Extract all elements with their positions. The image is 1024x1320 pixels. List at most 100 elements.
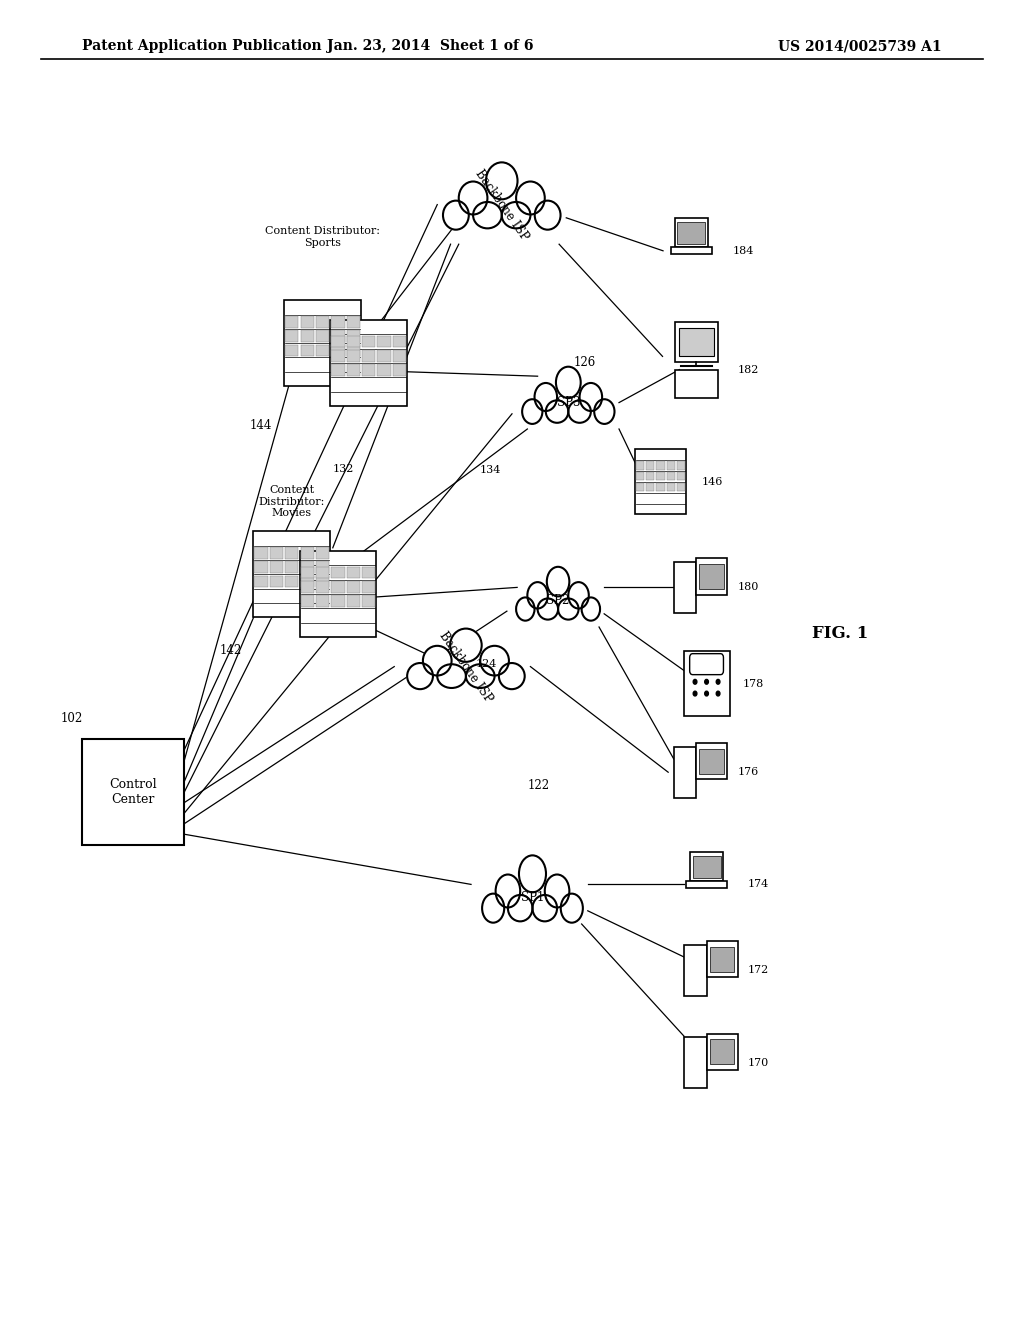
- Ellipse shape: [568, 582, 589, 609]
- Text: SP3: SP3: [557, 396, 580, 409]
- Text: 102: 102: [60, 711, 83, 725]
- Bar: [646, 473, 654, 480]
- Circle shape: [693, 692, 697, 696]
- Text: US 2014/0025739 A1: US 2014/0025739 A1: [778, 40, 942, 53]
- Circle shape: [705, 692, 709, 696]
- Bar: [346, 566, 360, 578]
- Bar: [377, 335, 391, 347]
- Ellipse shape: [547, 566, 569, 597]
- Text: 124: 124: [475, 659, 497, 669]
- Bar: [667, 483, 675, 491]
- Bar: [285, 301, 361, 385]
- Text: 146: 146: [701, 477, 723, 487]
- Text: Jan. 23, 2014  Sheet 1 of 6: Jan. 23, 2014 Sheet 1 of 6: [327, 40, 534, 53]
- Bar: [254, 546, 267, 558]
- Bar: [301, 345, 313, 356]
- Bar: [301, 315, 313, 327]
- Ellipse shape: [466, 664, 495, 688]
- Text: 172: 172: [748, 965, 769, 975]
- Bar: [675, 218, 708, 247]
- Bar: [362, 595, 375, 607]
- Circle shape: [716, 668, 720, 672]
- Text: 144: 144: [250, 420, 272, 432]
- Bar: [707, 941, 737, 977]
- Bar: [346, 581, 360, 593]
- Ellipse shape: [556, 367, 581, 399]
- Bar: [362, 581, 375, 593]
- Bar: [301, 595, 313, 607]
- Bar: [699, 564, 724, 589]
- Bar: [315, 315, 330, 327]
- Bar: [684, 1038, 707, 1088]
- Bar: [332, 315, 344, 327]
- Text: 134: 134: [479, 465, 501, 475]
- Bar: [315, 561, 329, 573]
- Bar: [684, 945, 707, 995]
- Ellipse shape: [423, 645, 452, 676]
- Text: Content
Distributor:
Movies: Content Distributor: Movies: [259, 484, 325, 519]
- Bar: [285, 315, 299, 327]
- Text: Backbone ISP: Backbone ISP: [436, 628, 496, 705]
- Ellipse shape: [594, 399, 614, 424]
- Bar: [285, 330, 299, 342]
- Text: 132: 132: [333, 463, 353, 474]
- Bar: [315, 595, 330, 607]
- Bar: [332, 566, 344, 578]
- Ellipse shape: [527, 582, 548, 609]
- Text: 178: 178: [742, 678, 764, 689]
- Bar: [254, 561, 267, 573]
- Bar: [671, 247, 712, 255]
- Bar: [675, 370, 718, 397]
- Bar: [315, 576, 329, 587]
- Bar: [646, 483, 654, 491]
- Ellipse shape: [519, 855, 546, 892]
- Bar: [674, 747, 696, 797]
- Ellipse shape: [508, 895, 532, 921]
- Bar: [675, 322, 718, 362]
- Ellipse shape: [451, 628, 481, 661]
- Ellipse shape: [499, 663, 524, 689]
- Ellipse shape: [535, 201, 560, 230]
- Bar: [332, 350, 344, 362]
- Ellipse shape: [516, 181, 545, 214]
- Bar: [285, 345, 299, 356]
- Bar: [315, 345, 330, 356]
- Bar: [332, 581, 344, 593]
- Bar: [377, 350, 391, 362]
- Circle shape: [693, 668, 697, 672]
- Bar: [301, 566, 313, 578]
- Ellipse shape: [580, 383, 602, 411]
- Bar: [346, 345, 360, 356]
- Text: 170: 170: [748, 1057, 769, 1068]
- Bar: [269, 576, 283, 587]
- Bar: [269, 546, 283, 558]
- Bar: [285, 546, 299, 558]
- Bar: [707, 1034, 737, 1069]
- Text: 180: 180: [737, 582, 759, 593]
- Bar: [301, 581, 313, 593]
- Text: 142: 142: [219, 644, 242, 656]
- Ellipse shape: [545, 874, 569, 908]
- Bar: [710, 946, 734, 972]
- Bar: [299, 552, 377, 638]
- Bar: [699, 748, 724, 774]
- Ellipse shape: [532, 895, 557, 921]
- Ellipse shape: [480, 645, 509, 676]
- Bar: [656, 483, 665, 491]
- Text: Patent Application Publication: Patent Application Publication: [82, 40, 322, 53]
- Ellipse shape: [502, 202, 530, 228]
- Text: 122: 122: [527, 779, 550, 792]
- Bar: [677, 462, 685, 470]
- Bar: [269, 561, 283, 573]
- Bar: [362, 350, 375, 362]
- Bar: [332, 330, 344, 342]
- Circle shape: [716, 692, 720, 696]
- Bar: [677, 473, 685, 480]
- Bar: [332, 335, 344, 347]
- Bar: [646, 462, 654, 470]
- Ellipse shape: [486, 162, 517, 199]
- Text: 182: 182: [737, 364, 759, 375]
- Bar: [362, 335, 375, 347]
- Bar: [315, 581, 330, 593]
- Ellipse shape: [561, 894, 583, 923]
